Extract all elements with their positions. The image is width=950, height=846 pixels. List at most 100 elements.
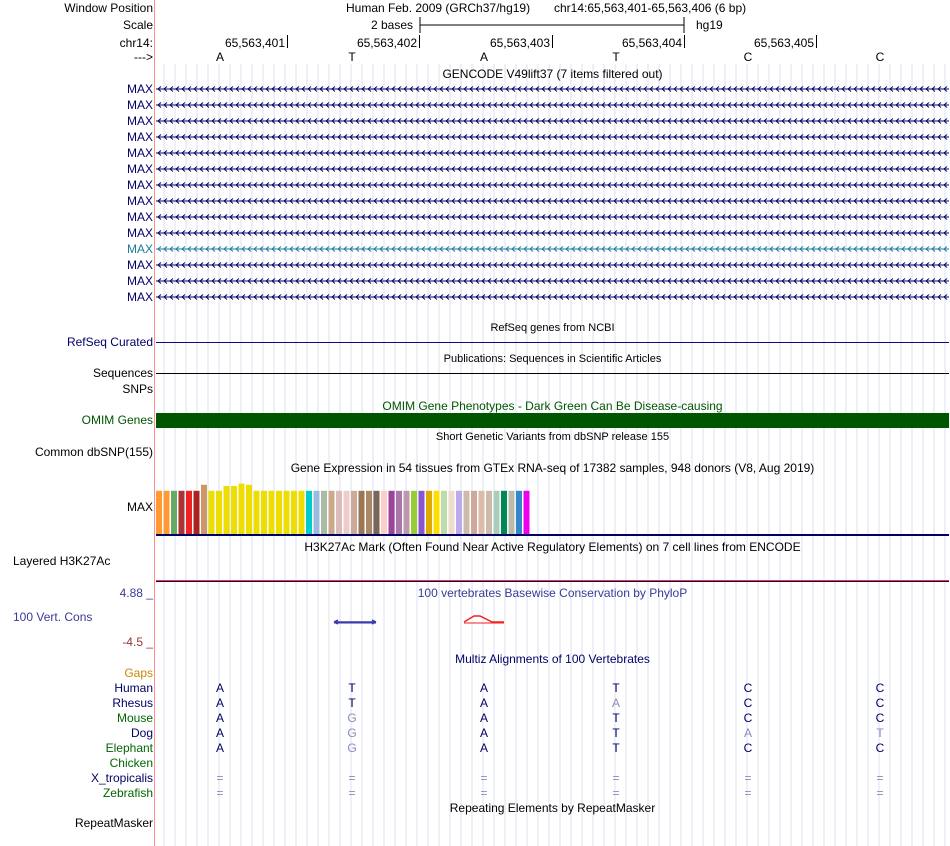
gencode-transcript-label[interactable]: MAX xyxy=(126,210,153,224)
gencode-transcript-label[interactable]: MAX xyxy=(126,162,153,176)
gtex-tissue-bar xyxy=(523,490,530,534)
aligned-base: A xyxy=(215,681,224,695)
gtex-tissue-bar xyxy=(396,490,402,534)
phylop-min-label: -4.5 _ xyxy=(122,635,153,649)
species-label[interactable]: Elephant xyxy=(105,741,153,755)
omim-title[interactable]: OMIM Gene Phenotypes - Dark Green Can Be… xyxy=(382,399,723,413)
scale-db: hg19 xyxy=(696,18,723,32)
base-letter: T xyxy=(612,50,620,64)
gencode-transcript-label[interactable]: MAX xyxy=(126,258,153,272)
species-label[interactable]: X_tropicalis xyxy=(90,771,153,785)
gencode-transcript-line[interactable] xyxy=(156,262,949,268)
gtex-tissue-bar xyxy=(163,490,170,534)
aligned-base: = xyxy=(744,771,752,785)
gtex-tissue-bar xyxy=(298,490,305,534)
gencode-transcript-label[interactable]: MAX xyxy=(126,194,153,208)
aligned-base: = xyxy=(480,786,488,800)
gtex-bar-chart[interactable] xyxy=(156,476,556,534)
phylop-label[interactable]: 100 Vert. Cons xyxy=(13,610,93,624)
refseq-gene-line[interactable] xyxy=(156,342,949,343)
refseq-label[interactable]: RefSeq Curated xyxy=(66,335,153,349)
h3k27ac-label[interactable]: Layered H3K27Ac xyxy=(13,554,111,568)
scale-label: Scale xyxy=(122,18,153,32)
gaps-label[interactable]: Gaps xyxy=(124,666,153,680)
gencode-transcript-label[interactable]: MAX xyxy=(126,274,153,288)
snps-label[interactable]: SNPs xyxy=(122,382,153,396)
gtex-tissue-bar xyxy=(351,490,357,534)
phylop-signal[interactable] xyxy=(330,614,510,626)
gencode-transcript-line[interactable] xyxy=(156,230,949,236)
phylop-title[interactable]: 100 vertebrates Basewise Conservation by… xyxy=(417,586,688,600)
gencode-transcript-line[interactable] xyxy=(156,246,949,252)
gencode-transcript-label[interactable]: MAX xyxy=(126,290,153,304)
multiz-title[interactable]: Multiz Alignments of 100 Vertebrates xyxy=(455,652,650,666)
gencode-transcript-line[interactable] xyxy=(156,214,949,220)
gencode-transcript-label[interactable]: MAX xyxy=(126,98,153,112)
species-label[interactable]: Mouse xyxy=(116,711,153,725)
coord-tick xyxy=(816,35,817,48)
base-letter: C xyxy=(743,50,753,64)
gencode-transcript-label[interactable]: MAX xyxy=(126,114,153,128)
refseq-title[interactable]: RefSeq genes from NCBI xyxy=(490,322,615,334)
species-label[interactable]: Zebrafish xyxy=(102,786,153,800)
dbsnp-label[interactable]: Common dbSNP(155) xyxy=(34,445,153,459)
aligned-base: A xyxy=(479,741,488,755)
gtex-tissue-bar xyxy=(283,490,290,534)
base-letter: C xyxy=(875,50,885,64)
gencode-transcript-line[interactable] xyxy=(156,294,949,300)
aligned-base: A xyxy=(479,726,488,740)
aligned-base: G xyxy=(347,741,357,755)
gencode-transcript-label[interactable]: MAX xyxy=(126,242,153,256)
gtex-label[interactable]: MAX xyxy=(126,500,153,514)
aligned-base: = xyxy=(348,771,356,785)
species-label[interactable]: Rhesus xyxy=(112,696,153,710)
gencode-transcript-line[interactable] xyxy=(156,102,949,108)
phylop-max-label: 4.88 _ xyxy=(119,586,153,600)
gencode-transcript-line[interactable] xyxy=(156,198,949,204)
aligned-base: T xyxy=(348,696,356,710)
gencode-transcript-label[interactable]: MAX xyxy=(126,226,153,240)
species-label[interactable]: Chicken xyxy=(109,756,153,770)
aligned-base: A xyxy=(743,726,752,740)
gencode-transcript-line[interactable] xyxy=(156,150,949,156)
publications-title[interactable]: Publications: Sequences in Scientific Ar… xyxy=(443,353,662,365)
coord-label: 65,563,405 xyxy=(753,36,814,50)
dbsnp-title[interactable]: Short Genetic Variants from dbSNP releas… xyxy=(435,431,670,443)
gencode-transcript-label[interactable]: MAX xyxy=(126,146,153,160)
gtex-tissue-bar xyxy=(246,484,252,534)
label-divider xyxy=(154,0,155,846)
gencode-transcript-line[interactable] xyxy=(156,166,949,172)
h3k27ac-title[interactable]: H3K27Ac Mark (Often Found Near Active Re… xyxy=(304,540,801,554)
gtex-tissue-bar xyxy=(313,490,320,534)
omim-label[interactable]: OMIM Genes xyxy=(81,413,153,427)
gtex-tissue-bar xyxy=(268,490,275,534)
gtex-tissue-bar xyxy=(178,490,185,534)
gencode-transcript-label[interactable]: MAX xyxy=(126,82,153,96)
gtex-tissue-bar xyxy=(478,490,485,534)
gtex-title[interactable]: Gene Expression in 54 tissues from GTEx … xyxy=(290,461,815,475)
gencode-title[interactable]: GENCODE V49lift37 (7 items filtered out) xyxy=(442,67,663,81)
aligned-base: G xyxy=(347,711,357,725)
gencode-transcript-line[interactable] xyxy=(156,134,949,140)
species-label[interactable]: Human xyxy=(114,681,153,695)
omim-bar[interactable] xyxy=(156,413,949,428)
repeatmasker-label[interactable]: RepeatMasker xyxy=(74,816,153,830)
aligned-base: C xyxy=(743,681,753,695)
aligned-base: = xyxy=(876,771,884,785)
gtex-tissue-bar xyxy=(403,490,410,534)
repeatmasker-title[interactable]: Repeating Elements by RepeatMasker xyxy=(449,801,656,815)
species-label[interactable]: Dog xyxy=(130,726,153,740)
gencode-transcript-label[interactable]: MAX xyxy=(126,130,153,144)
gtex-tissue-bar xyxy=(418,490,425,534)
gtex-tissue-bar xyxy=(448,490,455,534)
gtex-tissue-bar xyxy=(471,490,477,534)
gtex-tissue-bar xyxy=(321,490,327,534)
publications-label[interactable]: Sequences xyxy=(92,366,153,380)
gencode-transcript-label[interactable]: MAX xyxy=(126,178,153,192)
gencode-transcript-line[interactable] xyxy=(156,278,949,284)
gencode-transcript-line[interactable] xyxy=(156,86,949,92)
publications-line[interactable] xyxy=(156,373,949,374)
gencode-transcript-line[interactable] xyxy=(156,182,949,188)
gencode-transcript-line[interactable] xyxy=(156,118,949,124)
gtex-tissue-bar xyxy=(501,490,507,534)
